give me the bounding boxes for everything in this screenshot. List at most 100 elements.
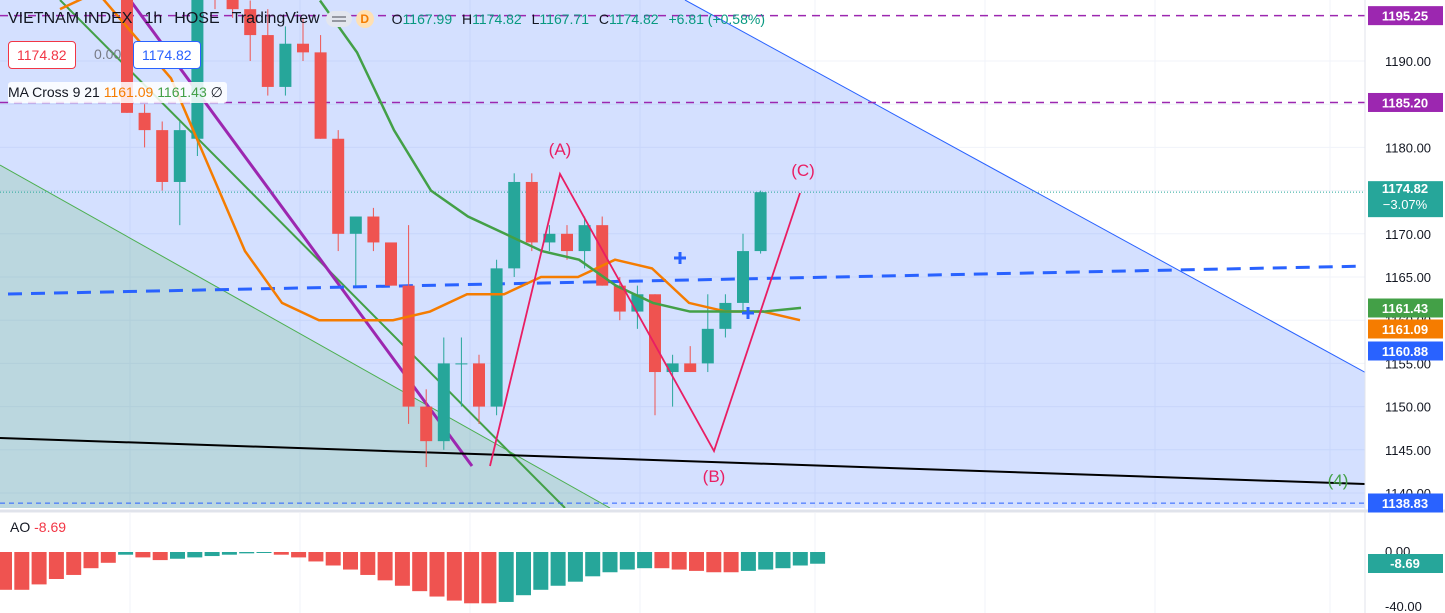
ma-slow-line bbox=[318, 0, 802, 313]
ma-slow-value: 1161.43 bbox=[157, 84, 207, 100]
ao-value-label: -8.69 bbox=[1390, 556, 1420, 571]
ao-bar bbox=[671, 552, 687, 570]
price-label-change: −3.07% bbox=[1383, 197, 1428, 212]
price-label-box bbox=[1368, 298, 1443, 318]
candle-body bbox=[684, 363, 697, 373]
price-label: 1161.43 bbox=[1382, 301, 1428, 316]
candle-body bbox=[737, 251, 749, 303]
price-label: 1160.88 bbox=[1382, 344, 1428, 359]
candle-body bbox=[279, 43, 292, 87]
ao-bar bbox=[31, 552, 47, 585]
ao-bar bbox=[239, 552, 255, 554]
wave-label-4: (4) bbox=[1328, 471, 1349, 490]
ao-bar bbox=[273, 552, 289, 555]
ao-bar bbox=[360, 552, 376, 575]
high-value: 1174.82 bbox=[472, 11, 522, 27]
candle-body bbox=[543, 233, 556, 243]
ao-bar bbox=[204, 552, 220, 557]
open-value: 1167.99 bbox=[402, 11, 453, 27]
candle-body bbox=[402, 285, 415, 407]
ao-bar bbox=[619, 552, 635, 570]
ao-bar bbox=[14, 552, 30, 590]
trend-line-blue bbox=[7, 264, 1365, 296]
candle-body bbox=[156, 130, 169, 182]
ao-bar bbox=[481, 552, 497, 604]
ma-fast-line bbox=[59, 0, 801, 322]
candle-body bbox=[490, 268, 503, 407]
ao-bar bbox=[723, 552, 739, 573]
price-label: 1138.83 bbox=[1382, 496, 1428, 511]
ao-bar bbox=[48, 552, 64, 579]
sell-button[interactable]: 1174.82 bbox=[8, 41, 76, 69]
ao-bar bbox=[567, 552, 583, 582]
ao-bar bbox=[464, 552, 480, 604]
buy-button[interactable]: 1174.82 bbox=[133, 41, 201, 69]
ao-legend[interactable]: AO -8.69 bbox=[6, 518, 71, 536]
y-tick-label: 1165.00 bbox=[1385, 270, 1431, 285]
candle-body bbox=[349, 216, 362, 234]
candle-body bbox=[367, 216, 380, 243]
ao-bar bbox=[412, 552, 428, 592]
ao-bar bbox=[118, 552, 134, 555]
ao-bar bbox=[637, 552, 653, 569]
ao-bar bbox=[516, 552, 531, 596]
ao-bar bbox=[66, 552, 82, 575]
candle-body bbox=[455, 363, 468, 365]
ao-tick-label: -40.00 bbox=[1385, 599, 1422, 613]
y-tick-label: 1150.00 bbox=[1385, 400, 1431, 415]
candle-body bbox=[613, 285, 626, 312]
candle-body bbox=[561, 233, 573, 252]
ma-fast-value: 1161.09 bbox=[103, 84, 154, 100]
ao-bar bbox=[758, 552, 774, 570]
ao-bar bbox=[83, 552, 99, 569]
ao-bar bbox=[256, 552, 272, 553]
y-tick-label: 1170.00 bbox=[1385, 227, 1431, 242]
change-value: +6.81 (+0.58%) bbox=[668, 11, 765, 27]
ao-bar bbox=[706, 552, 722, 573]
ao-bar bbox=[100, 552, 116, 563]
channel-upper-line bbox=[684, 0, 1365, 373]
wave-label-b: (B) bbox=[703, 467, 726, 486]
ao-bar bbox=[792, 552, 808, 566]
ma-cross-legend[interactable]: MA Cross 9 21 1161.09 1161.43 ∅ bbox=[8, 82, 227, 103]
symbol-name[interactable]: VIETNAM INDEX bbox=[8, 10, 133, 27]
ao-bar bbox=[740, 552, 756, 571]
ao-bar bbox=[654, 552, 670, 569]
ao-bar bbox=[429, 552, 445, 597]
ao-bar bbox=[550, 552, 566, 586]
candle-body bbox=[261, 35, 274, 87]
y-tick-label: 1145.00 bbox=[1385, 443, 1431, 458]
ao-bar bbox=[291, 552, 307, 558]
candle-body bbox=[297, 43, 309, 53]
price-label: 1161.09 bbox=[1382, 322, 1428, 337]
price-label-box bbox=[1368, 6, 1443, 26]
candle-body bbox=[754, 192, 767, 252]
ao-bar bbox=[221, 552, 237, 555]
candle-body bbox=[173, 130, 186, 182]
candle-body bbox=[649, 294, 661, 373]
ma-cross-title: MA Cross 9 21 bbox=[8, 84, 100, 100]
ao-bar bbox=[377, 552, 393, 581]
support-line bbox=[0, 437, 1365, 485]
candle-body bbox=[244, 9, 257, 36]
candle-body bbox=[437, 363, 450, 442]
interval-label[interactable]: 1h bbox=[144, 10, 163, 27]
market-status-icon[interactable] bbox=[325, 11, 352, 27]
ao-bar bbox=[585, 552, 601, 577]
candle-body bbox=[596, 225, 609, 286]
ao-bar bbox=[170, 552, 185, 559]
close-value: 1174.82 bbox=[609, 11, 659, 27]
ao-bar bbox=[152, 552, 168, 561]
exchange-label: HOSE bbox=[174, 10, 220, 27]
data-badge[interactable]: D bbox=[355, 10, 374, 28]
candle-body bbox=[332, 138, 345, 234]
ao-bar bbox=[533, 552, 549, 590]
price-label-box bbox=[1368, 92, 1443, 112]
ao-value-box bbox=[1368, 554, 1443, 573]
candle-body bbox=[666, 363, 679, 373]
price-label-box bbox=[1368, 341, 1443, 361]
price-label-box bbox=[1368, 319, 1443, 339]
ao-bar bbox=[498, 552, 514, 602]
ao-bar bbox=[810, 552, 826, 564]
